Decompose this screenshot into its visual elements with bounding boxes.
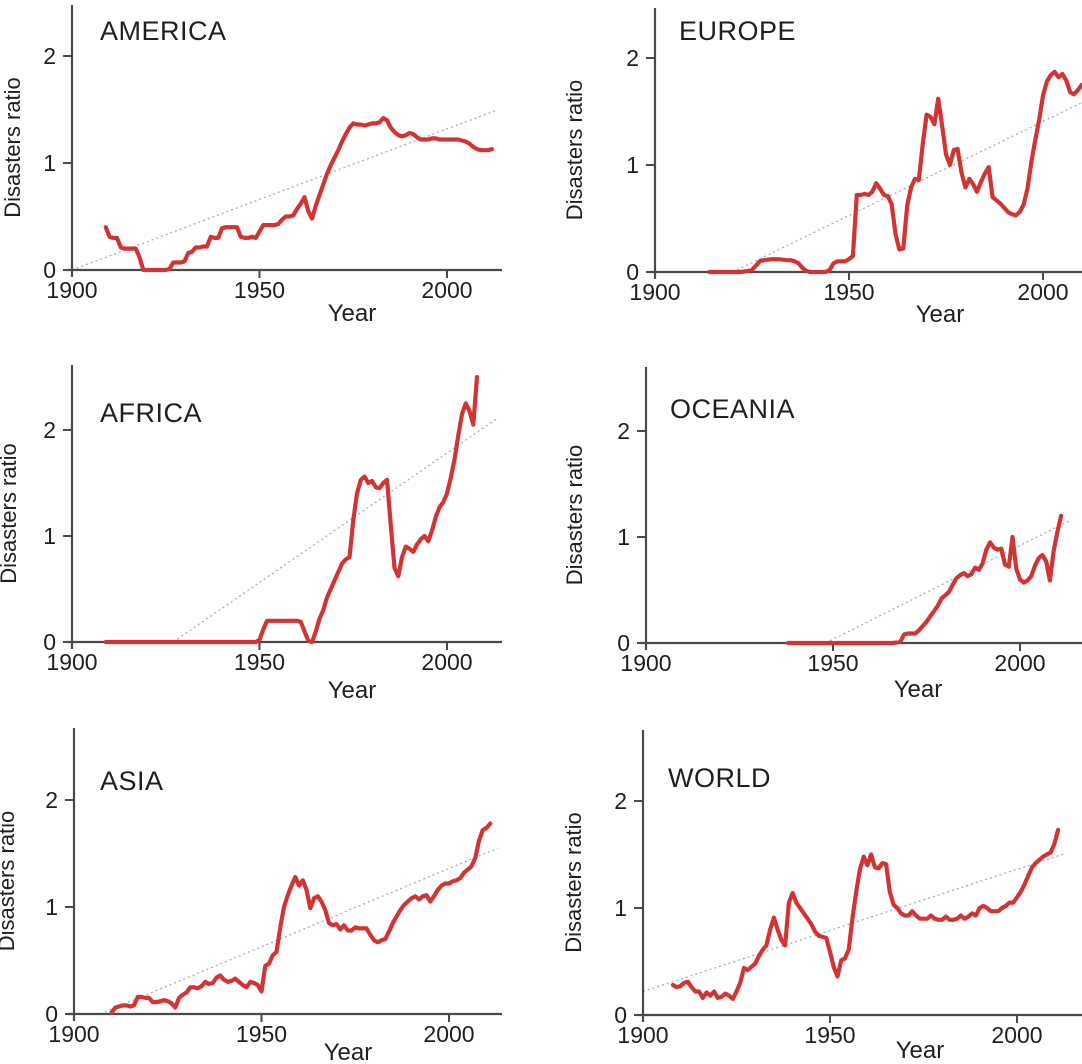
x-tick-label: 1900 — [46, 277, 97, 303]
chart-svg: 0 1 2 1900 1950 2000 ASIA Disasters ratio Year — [0, 728, 502, 1064]
x-tick-label: 1950 — [804, 1022, 855, 1048]
y-tick-label: 0 — [626, 259, 639, 285]
trend-line — [99, 847, 499, 1015]
y-tick-label: 0 — [43, 257, 56, 283]
y-tick-label: 0 — [45, 1001, 58, 1027]
x-tick-label: 1900 — [617, 1022, 668, 1048]
x-tick-label: 1950 — [807, 650, 858, 676]
chart-panel-asia: 0 1 2 1900 1950 2000 ASIA Disasters ratio Year — [0, 720, 541, 1064]
y-axis-label: Disasters ratio — [0, 811, 19, 952]
chart-panel-america: 0 1 2 1900 1950 2000 AMERICA Disasters ratio Yea… — [0, 0, 541, 355]
y-axis-label: Disasters ratio — [561, 812, 586, 953]
x-tick-label: 2000 — [421, 649, 472, 675]
disasters-ratio-line — [786, 513, 1064, 646]
x-axis-label: Year — [328, 677, 377, 704]
x-axis-label: Year — [896, 1037, 945, 1064]
y-tick-label: 2 — [45, 787, 58, 813]
y-axis-label: Disasters ratio — [0, 443, 21, 584]
trend-line — [71, 109, 496, 271]
y-tick-label: 1 — [43, 150, 56, 176]
x-tick-label: 2000 — [1017, 279, 1068, 305]
panel-title: WORLD — [668, 763, 771, 793]
x-tick-label: 1900 — [629, 279, 680, 305]
y-tick-label: 1 — [45, 894, 58, 920]
disasters-ratio-line — [670, 827, 1061, 1001]
chart-svg: 0 1 2 1900 1950 2000 EUROPE Disasters ratio Year — [562, 8, 1082, 328]
panel-title: AMERICA — [100, 16, 227, 46]
x-axis-label: Year — [916, 301, 965, 328]
x-axis-label: Year — [328, 300, 377, 327]
y-tick-label: 0 — [617, 630, 630, 656]
y-tick-label: 1 — [626, 152, 639, 178]
disasters-ratio-line — [103, 374, 480, 645]
x-tick-label: 1900 — [620, 650, 671, 676]
chart-svg: 0 1 2 1900 1950 2000 OCEANIA Disasters ratio Yea… — [562, 367, 1082, 703]
panel-title: EUROPE — [679, 16, 796, 46]
y-tick-label: 0 — [43, 629, 56, 655]
y-axis-label: Disasters ratio — [0, 77, 25, 218]
disasters-ratio-line — [707, 69, 1082, 275]
trend-line — [732, 101, 1082, 273]
x-tick-label: 1950 — [236, 1021, 287, 1047]
x-axis-label: Year — [894, 676, 943, 703]
x-tick-label: 1950 — [823, 279, 874, 305]
disasters-ratio-line — [103, 115, 495, 273]
chart-svg: 0 1 2 1900 1950 2000 WORLD Disasters ratio Year — [561, 730, 1082, 1064]
panel-title: ASIA — [100, 766, 164, 796]
y-axis-label: Disasters ratio — [562, 80, 587, 221]
chart-svg: 0 1 2 1900 1950 2000 AFRICA Disasters ratio Year — [0, 365, 502, 704]
disasters-ratio-line — [109, 821, 493, 1015]
x-tick-label: 1900 — [48, 1021, 99, 1047]
y-tick-label: 1 — [614, 895, 627, 921]
trend-line — [642, 852, 1066, 993]
x-axis-label: Year — [324, 1039, 373, 1064]
x-tick-label: 2000 — [423, 1021, 474, 1047]
panel-title: AFRICA — [100, 398, 202, 428]
y-tick-label: 0 — [614, 1002, 627, 1028]
chart-panel-africa: 0 1 2 1900 1950 2000 AFRICA Disasters ratio Year — [0, 355, 541, 720]
y-tick-label: 2 — [617, 418, 630, 444]
trend-line — [825, 520, 1069, 644]
panel-title: OCEANIA — [670, 394, 795, 424]
x-tick-label: 2000 — [421, 277, 472, 303]
y-tick-label: 2 — [614, 788, 627, 814]
x-tick-label: 1950 — [234, 277, 285, 303]
chart-svg: 0 1 2 1900 1950 2000 AMERICA Disasters ratio Yea… — [0, 5, 502, 327]
x-tick-label: 2000 — [994, 650, 1045, 676]
x-tick-label: 1950 — [234, 649, 285, 675]
x-tick-label: 1900 — [46, 649, 97, 675]
trend-line — [172, 418, 497, 643]
y-tick-label: 2 — [43, 43, 56, 69]
y-axis-label: Disasters ratio — [562, 445, 587, 586]
x-tick-label: 2000 — [991, 1022, 1042, 1048]
chart-panel-europe: 0 1 2 1900 1950 2000 EUROPE Disasters ratio Year — [541, 0, 1082, 355]
y-tick-label: 1 — [43, 523, 56, 549]
chart-panel-oceania: 0 1 2 1900 1950 2000 OCEANIA Disasters ratio Yea… — [541, 355, 1082, 720]
y-tick-label: 2 — [626, 45, 639, 71]
chart-panel-world: 0 1 2 1900 1950 2000 WORLD Disasters ratio Year — [541, 720, 1082, 1064]
y-tick-label: 2 — [43, 417, 56, 443]
y-tick-label: 1 — [617, 524, 630, 550]
